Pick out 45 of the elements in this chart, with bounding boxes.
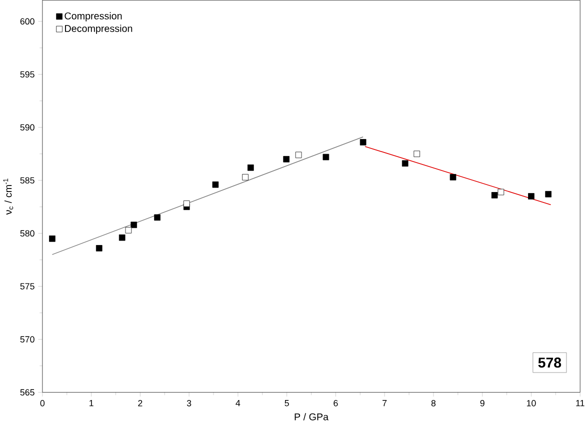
y-tick-label: 565 <box>20 389 34 396</box>
annotation: 578 <box>538 358 562 368</box>
point <box>212 182 219 188</box>
point <box>183 200 190 208</box>
x-tick-label: 2 <box>138 400 142 406</box>
point <box>360 139 366 146</box>
x-tick-label: 4 <box>236 400 240 406</box>
y-tick-label: 590 <box>20 124 34 131</box>
x-tick-label: 9 <box>480 400 484 407</box>
point <box>545 191 552 198</box>
legend-label: Decompression <box>65 24 132 34</box>
point <box>528 193 534 200</box>
point <box>118 234 126 241</box>
x-tick-label: 3 <box>186 400 192 407</box>
y-axis-title: ν$_{c}$ / cm$^{-1}$ <box>3 178 14 215</box>
point <box>491 192 498 199</box>
point <box>283 156 290 163</box>
x-tick-label: 0 <box>40 400 45 407</box>
point <box>154 214 160 221</box>
y-tick-label: 600 <box>20 18 34 25</box>
point <box>130 222 137 228</box>
x-tick-label: 5 <box>284 400 289 406</box>
x-tick-label: 1 <box>90 400 94 406</box>
y-tick-label: 575 <box>20 283 34 290</box>
x-axis-title: P / GPa <box>294 413 329 421</box>
x-tick-label: 11 <box>576 400 584 406</box>
point <box>414 150 420 158</box>
point <box>96 245 102 252</box>
x-tick-label: 6 <box>334 400 338 407</box>
point <box>402 160 408 167</box>
x-tick-label: 8 <box>431 400 436 407</box>
point <box>295 152 302 158</box>
point <box>450 174 456 181</box>
point <box>125 227 132 234</box>
x-tick-label: 7 <box>382 400 387 406</box>
point <box>498 189 504 196</box>
y-tick-label: 595 <box>20 71 34 78</box>
point <box>248 164 254 171</box>
y-tick-label: 585 <box>20 177 34 184</box>
y-tick-label: 580 <box>20 230 34 237</box>
point <box>322 154 330 160</box>
legend-label: Compression <box>64 12 122 22</box>
point <box>49 236 56 242</box>
x-tick-label: 10 <box>526 400 536 407</box>
y-tick-label: 570 <box>20 336 34 343</box>
